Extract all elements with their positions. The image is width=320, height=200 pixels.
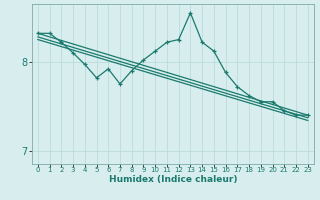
X-axis label: Humidex (Indice chaleur): Humidex (Indice chaleur) [108, 175, 237, 184]
